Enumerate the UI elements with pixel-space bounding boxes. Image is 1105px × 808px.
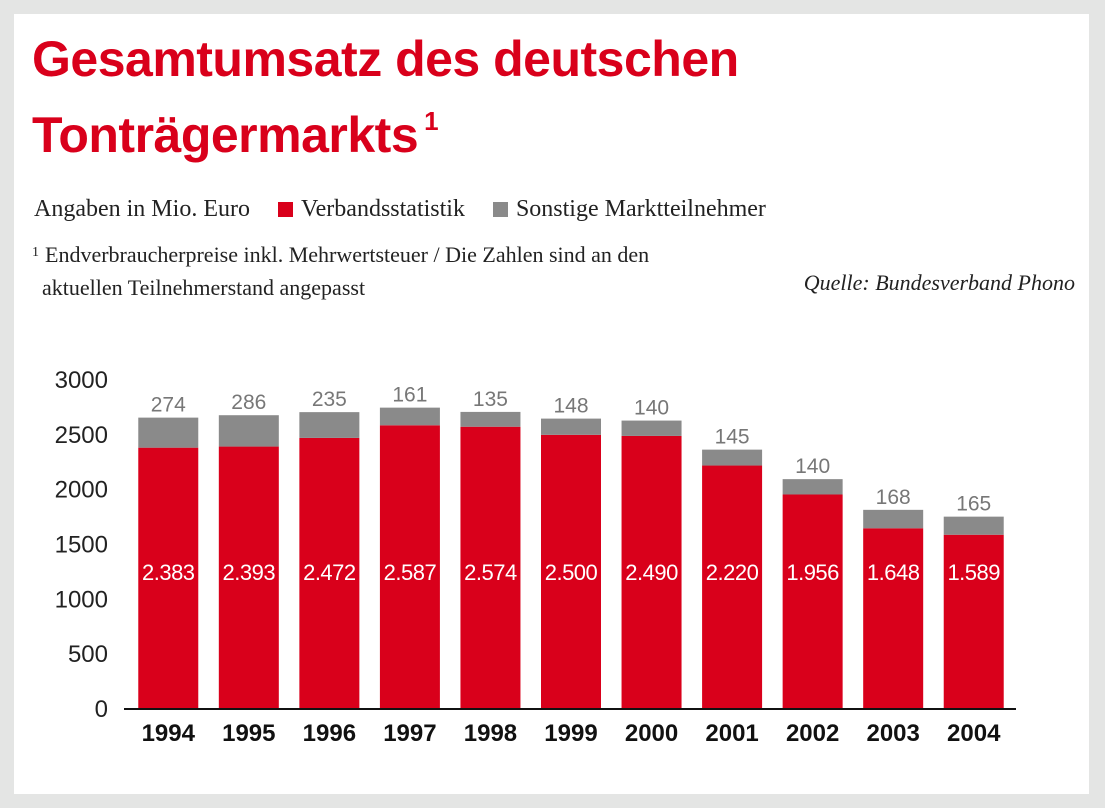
value-label-sonstige: 165 xyxy=(956,493,991,516)
bar-sonstige xyxy=(460,411,521,427)
value-label-sonstige: 286 xyxy=(231,391,266,414)
value-label-verband: 2.500 xyxy=(545,560,598,585)
bar-sonstige xyxy=(379,407,440,426)
x-axis: 1994 1995 1996 1997 1998 1999 2000 2001 2002 2003… xyxy=(142,720,1001,747)
footnote-line-1: Endverbraucherpreise inkl. Mehrwertsteue… xyxy=(45,242,650,267)
value-label-sonstige: 140 xyxy=(634,397,669,420)
bar-sonstige xyxy=(702,449,763,466)
bar-verbandsstatistik xyxy=(299,437,360,709)
bar-sonstige xyxy=(943,516,1004,535)
title-footnote-mark: 1 xyxy=(424,106,439,136)
footnote-line-2: aktuellen Teilnehmerstand angepasst xyxy=(42,275,366,300)
legend: Angaben in Mio. Euro Verbandsstatistik S… xyxy=(34,196,766,223)
bar-sonstige xyxy=(621,420,682,436)
bar-verbandsstatistik xyxy=(218,446,279,709)
bar-verbandsstatistik xyxy=(541,434,601,709)
title-line-2: Tonträgermarkts xyxy=(32,107,419,163)
legend-swatch-red xyxy=(277,202,293,217)
value-label-sonstige: 140 xyxy=(795,455,830,478)
legend-item-sonstige: Sonstige Marktteilnehmer xyxy=(492,196,766,223)
bar-sonstige xyxy=(541,418,601,435)
legend-label: Verbandsstatistik xyxy=(300,196,465,222)
x-tick-label: 2002 xyxy=(786,720,839,747)
value-label-verband: 1.648 xyxy=(867,560,920,585)
x-tick-label: 1995 xyxy=(222,720,275,747)
legend-item-verband: Verbandsstatistik xyxy=(277,196,465,223)
x-tick-label: 1998 xyxy=(464,720,517,747)
x-tick-label: 2001 xyxy=(705,720,758,747)
value-label-sonstige: 148 xyxy=(553,395,588,418)
bar-verbandsstatistik xyxy=(702,465,763,709)
source-note: Quelle: Bundesverband Phono xyxy=(803,270,1075,295)
y-tick-label: 1500 xyxy=(55,532,108,559)
y-tick-label: 1000 xyxy=(55,586,108,613)
bar-verbandsstatistik xyxy=(863,528,924,709)
footnote-mark: 1 xyxy=(32,245,39,260)
x-tick-label: 1994 xyxy=(142,720,196,747)
value-label-sonstige: 274 xyxy=(151,394,186,417)
x-tick-label: 2000 xyxy=(625,720,678,747)
value-label-verband: 2.383 xyxy=(142,560,195,585)
bar-verbandsstatistik xyxy=(621,435,682,709)
x-tick-label: 1997 xyxy=(383,720,436,747)
y-tick-label: 0 xyxy=(95,696,108,723)
value-label-sonstige: 145 xyxy=(715,426,750,449)
y-tick-label: 3000 xyxy=(55,367,108,394)
x-tick-label: 1999 xyxy=(544,720,597,747)
y-tick-label: 2000 xyxy=(55,477,108,504)
value-label-verband: 2.220 xyxy=(706,560,759,585)
bars: 2.383 274 2.393 286 2.472 235 2.587 161 2.574 135… xyxy=(138,384,1004,709)
units-note: Angaben in Mio. Euro xyxy=(34,196,250,222)
value-label-verband: 1.589 xyxy=(947,560,1000,585)
value-label-verband: 2.587 xyxy=(384,560,437,585)
bar-sonstige xyxy=(782,479,843,495)
bar-sonstige xyxy=(218,415,279,447)
x-tick-label: 1996 xyxy=(303,720,356,747)
bar-verbandsstatistik xyxy=(782,494,843,709)
legend-label: Sonstige Marktteilnehmer xyxy=(515,196,766,222)
bar-sonstige xyxy=(863,509,924,529)
x-tick-label: 2004 xyxy=(947,720,1001,747)
value-label-verband: 2.472 xyxy=(303,560,356,585)
value-label-verband: 1.956 xyxy=(786,560,839,585)
value-label-sonstige: 168 xyxy=(876,486,911,509)
chart-title: Gesamtumsatz des deutschen Tonträgermark… xyxy=(32,28,739,166)
bar-verbandsstatistik xyxy=(460,426,521,709)
bar-verbandsstatistik xyxy=(943,534,1004,709)
value-label-verband: 2.574 xyxy=(464,560,517,585)
bar-verbandsstatistik xyxy=(138,447,199,709)
y-axis: 0 500 1000 1500 2000 2500 3000 xyxy=(55,367,108,723)
bar-sonstige xyxy=(299,412,360,438)
legend-swatch-gray xyxy=(492,202,508,217)
y-tick-label: 500 xyxy=(68,641,108,668)
x-tick-label: 2003 xyxy=(866,720,919,747)
value-label-sonstige: 235 xyxy=(312,388,347,411)
value-label-sonstige: 135 xyxy=(473,388,508,411)
value-label-sonstige: 161 xyxy=(392,384,427,407)
y-tick-label: 2500 xyxy=(55,422,108,449)
bar-sonstige xyxy=(138,417,199,448)
value-label-verband: 2.490 xyxy=(625,560,678,585)
value-label-verband: 2.393 xyxy=(223,560,276,585)
footnote: 1 Endverbraucherpreise inkl. Mehrwertsteu… xyxy=(32,236,1052,304)
title-line-1: Gesamtumsatz des deutschen xyxy=(32,31,739,87)
bar-verbandsstatistik xyxy=(379,425,440,709)
